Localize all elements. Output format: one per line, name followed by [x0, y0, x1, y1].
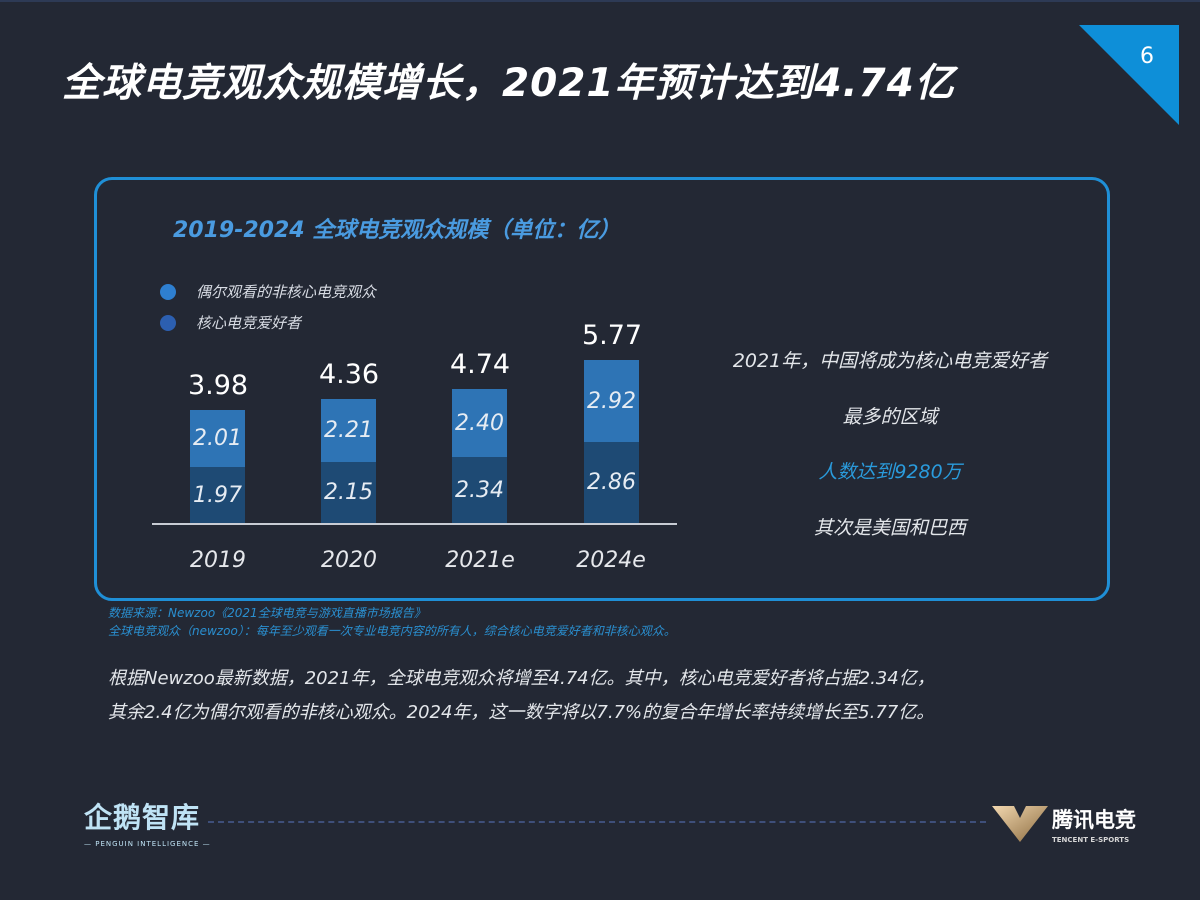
side-note-highlight: 人数达到9280万 — [818, 461, 962, 483]
x-tick-label: 2021e — [445, 548, 515, 573]
footer-dotted-divider — [208, 821, 986, 823]
side-note-line: 最多的区域 — [842, 406, 938, 428]
bar-segment-core: 2.34 — [452, 457, 507, 523]
definition-note: 全球电竞观众（newzoo）：每年至少观看一次专业电竞内容的所有人，综合核心电竞… — [108, 624, 676, 638]
bar-segment-casual: 2.01 — [190, 410, 245, 467]
x-axis-line — [152, 523, 677, 525]
bar-segment-core: 2.15 — [321, 462, 376, 523]
x-tick-label: 2019 — [190, 548, 246, 573]
legend-item-casual: 偶尔观看的非核心电竞观众 — [160, 281, 376, 302]
logo-text-cn: 企鹅智库 — [84, 801, 201, 834]
legend-item-core: 核心电竞爱好者 — [160, 312, 301, 333]
bar-segment-core: 1.97 — [190, 467, 245, 523]
x-tick-label: 2024e — [576, 548, 646, 573]
side-note-line: 其次是美国和巴西 — [813, 517, 966, 539]
data-source: 数据来源：Newzoo《2021全球电竞与游戏直播市场报告》 — [108, 606, 426, 620]
body-paragraph-line: 其余2.4亿为偶尔观看的非核心观众。2024年，这一数字将以7.7%的复合年增长… — [108, 702, 935, 723]
bar-segment-casual: 2.92 — [584, 360, 639, 442]
slide-title: 全球电竞观众规模增长，2021年预计达到4.74亿 — [62, 61, 955, 106]
bar-total-label: 5.77 — [581, 320, 643, 351]
side-note-line: 2021年，中国将成为核心电竞爱好者 — [732, 350, 1048, 372]
v-logo-icon — [992, 806, 1048, 842]
body-paragraph-line: 根据Newzoo最新数据，2021年，全球电竞观众将增至4.74亿。其中，核心电… — [108, 668, 935, 689]
bar-segment-core: 2.86 — [584, 442, 639, 523]
legend-label: 核心电竞爱好者 — [196, 314, 302, 332]
chart-panel — [94, 177, 1110, 601]
logo-text-cn: 腾讯电竞 — [1052, 808, 1136, 832]
bar-total-label: 3.98 — [187, 370, 249, 401]
x-tick-label: 2020 — [321, 548, 377, 573]
legend-dot-icon — [160, 314, 176, 331]
legend-dot-icon — [160, 283, 176, 300]
penguin-intelligence-logo: 企鹅智库 — PENGUIN INTELLIGENCE — — [84, 796, 211, 848]
bar-total-label: 4.74 — [449, 349, 511, 380]
tencent-esports-logo: 腾讯电竞 TENCENT E-SPORTS — [992, 804, 1136, 844]
logo-text-en: — PENGUIN INTELLIGENCE — — [84, 840, 211, 848]
bar-total-label: 4.36 — [318, 359, 380, 390]
chart-title: 2019-2024 全球电竞观众规模（单位：亿） — [173, 218, 621, 243]
legend-label: 偶尔观看的非核心电竞观众 — [196, 283, 377, 301]
bar-segment-casual: 2.40 — [452, 389, 507, 457]
bar-segment-casual: 2.21 — [321, 399, 376, 462]
logo-text-en: TENCENT E-SPORTS — [1052, 836, 1130, 844]
page-corner-flag — [1079, 25, 1179, 125]
top-border — [0, 0, 1200, 2]
page-number: 6 — [1140, 44, 1154, 69]
